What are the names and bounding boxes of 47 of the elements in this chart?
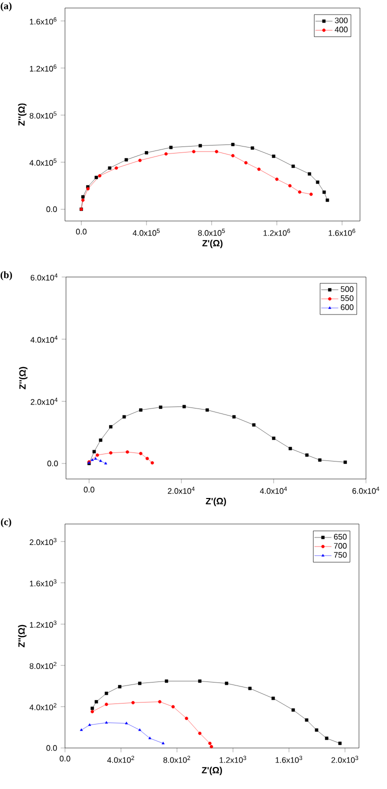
legend-label: 700 — [334, 543, 347, 549]
x-tick-label: 1.6x10$^{6}$ — [328, 228, 356, 236]
y-tick-label: 1.6x10$^{3}$ — [30, 579, 56, 586]
y-tick-label: 6.0x10$^{4}$ — [30, 273, 58, 281]
y-tick-label: 1.2x10$^{6}$ — [30, 64, 56, 72]
chart-title: (b) — [0, 271, 12, 280]
y-tick-label: 2.0x10$^{3}$ — [30, 538, 56, 546]
x-tick-label: 1.2x10$^{6}$ — [264, 228, 290, 236]
y-tick-label: 1.2x10$^{3}$ — [30, 620, 56, 628]
x-tick-label: 4.0x10$^{4}$ — [260, 486, 287, 494]
x-tick-label: 6.0x10$^{4}$ — [352, 486, 380, 494]
y-tick-label: 4.0x10$^{4}$ — [30, 336, 58, 343]
x-axis-title: Z'(Ω) — [202, 766, 222, 776]
legend-label: 600 — [340, 304, 354, 310]
y-axis-title: Z''(Ω) — [18, 103, 26, 126]
x-tick-label: 0.0 — [84, 486, 94, 492]
y-tick-label: 4.0x10$^{2}$ — [30, 703, 56, 710]
y-tick-label: 8.0x10$^{5}$ — [30, 112, 56, 119]
legend-label: 750 — [334, 552, 347, 558]
x-axis-title: Z'(Ω) — [202, 240, 222, 248]
x-tick-label: 2.0x10$^{4}$ — [168, 486, 195, 494]
legend-label: 500 — [340, 286, 354, 292]
legend-label: 550 — [340, 295, 354, 302]
chart-title: (a) — [0, 2, 12, 12]
y-tick-label: 0.0 — [47, 460, 58, 466]
chart-title: (c) — [0, 518, 12, 528]
y-tick-label: 1.6x10$^{6}$ — [30, 17, 56, 24]
y-tick-label: 2.0x10$^{4}$ — [30, 398, 58, 405]
y-axis-title: Z''(Ω) — [18, 624, 26, 648]
y-axis-title: Z''(Ω) — [19, 366, 28, 390]
legend-label: 650 — [334, 534, 347, 540]
x-tick-label: 4.0x10$^{2}$ — [107, 756, 134, 763]
x-tick-label: 0.0 — [76, 228, 87, 234]
y-tick-label: 4.0x10$^{5}$ — [30, 158, 56, 166]
x-axis-title: Z'(Ω) — [206, 498, 226, 506]
y-tick-label: 0.0 — [46, 745, 57, 751]
y-tick-label: 0.0 — [46, 206, 57, 212]
legend-label: 300 — [334, 18, 348, 24]
x-tick-label: 2.0x10$^{3}$ — [331, 756, 358, 763]
x-tick-label: 8.0x10$^{2}$ — [163, 756, 190, 763]
x-tick-label: 1.6x10$^{3}$ — [276, 756, 302, 763]
x-tick-label: 0.0 — [60, 756, 70, 762]
legend-label: 400 — [334, 26, 348, 32]
x-tick-label: 4.0x10$^{5}$ — [132, 228, 160, 236]
x-tick-label: 1.2x10$^{3}$ — [220, 756, 246, 763]
x-tick-label: 8.0x10$^{5}$ — [198, 228, 225, 236]
y-tick-label: 8.0x10$^{2}$ — [30, 662, 56, 669]
